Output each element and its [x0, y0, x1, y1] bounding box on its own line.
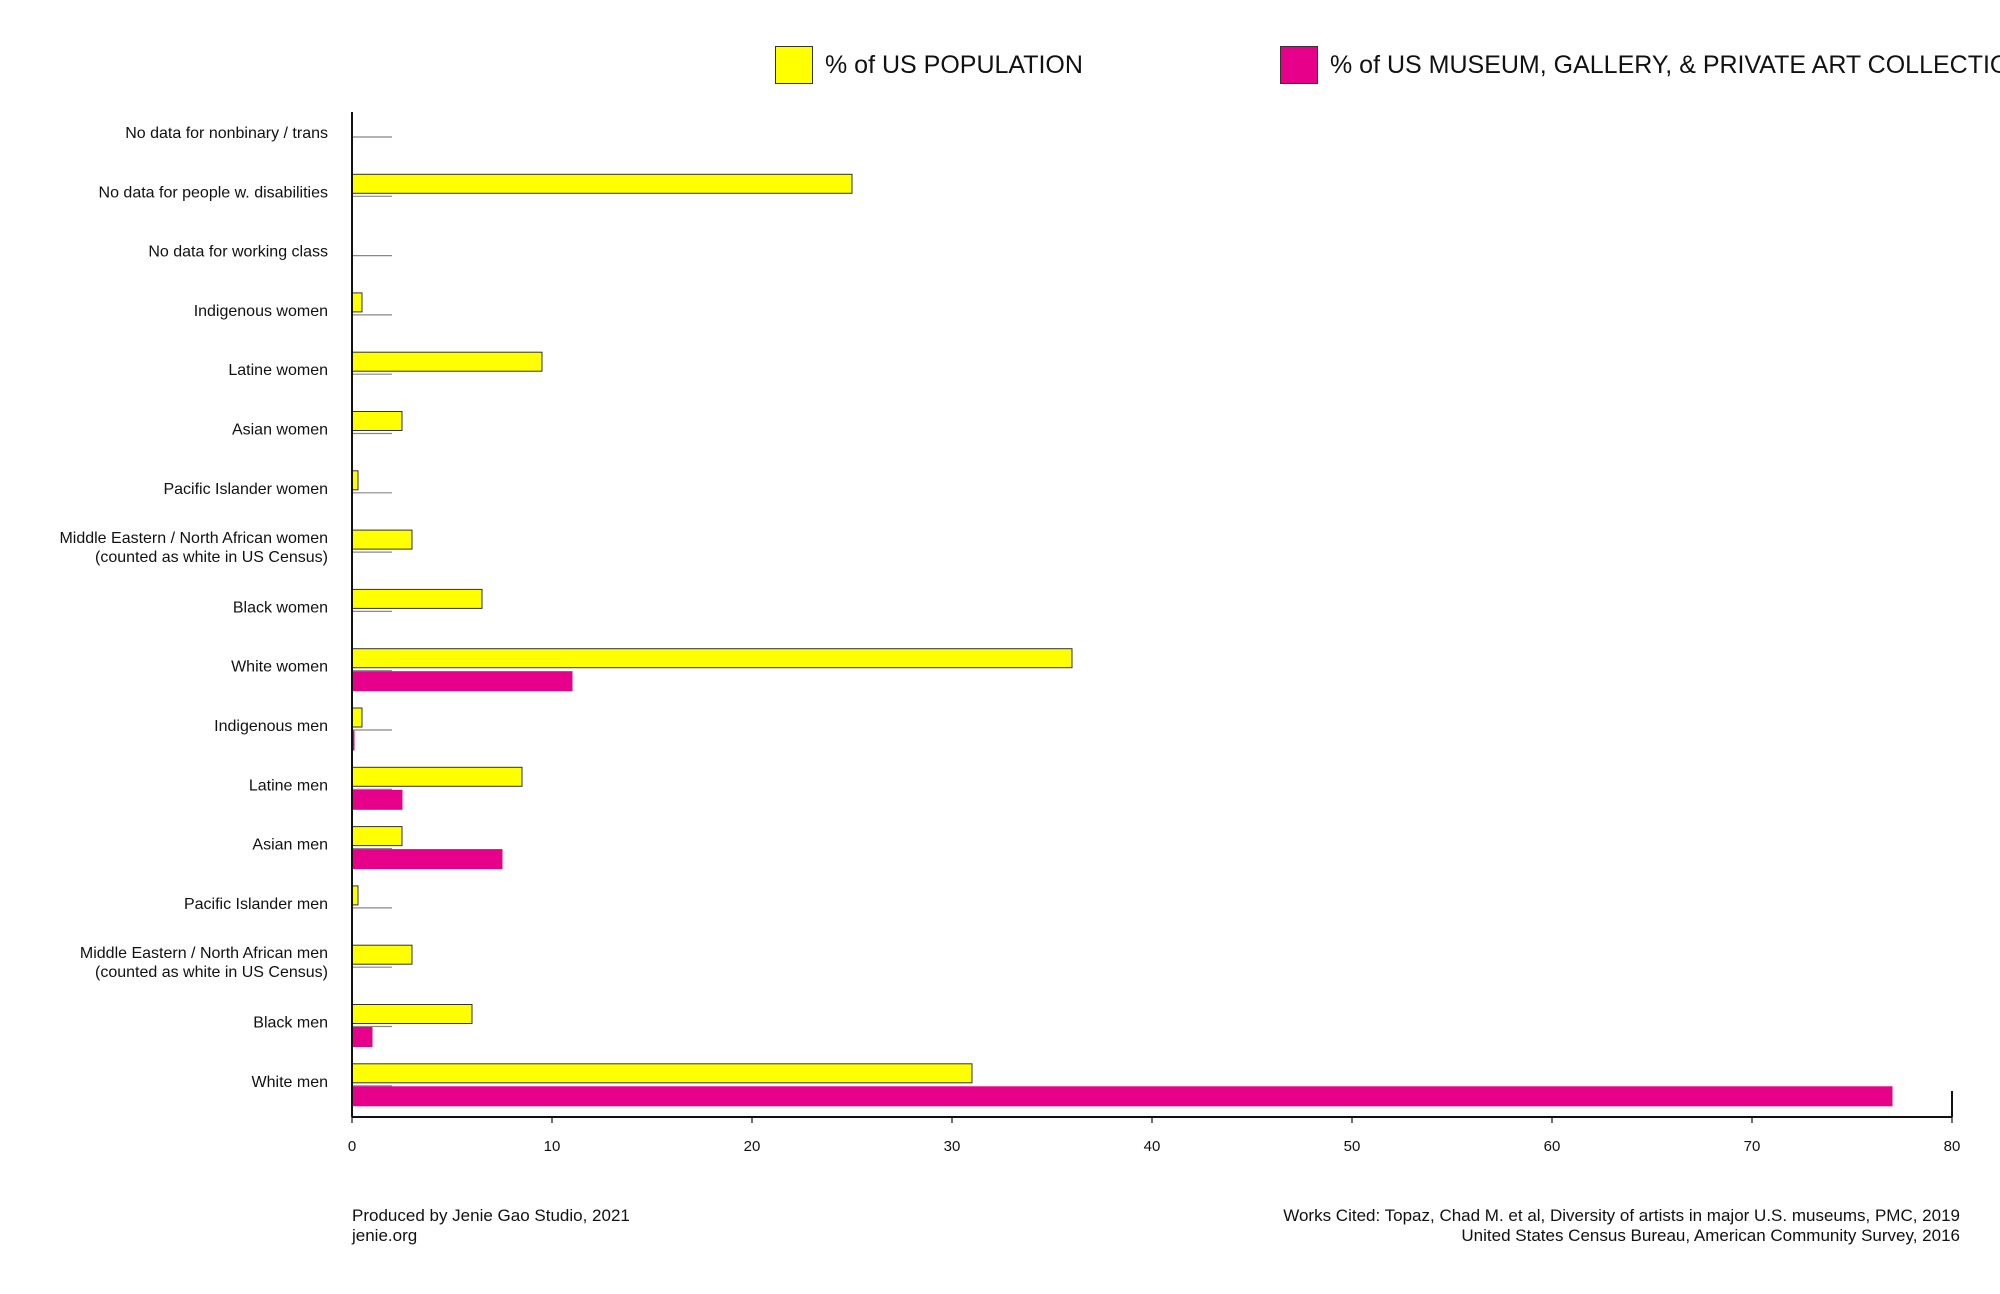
category-label-line: (counted as white in US Census) [95, 964, 328, 981]
bar-population [351, 1004, 473, 1024]
bar-population [351, 944, 413, 965]
legend-collections: % of US MUSEUM, GALLERY, & PRIVATE ART C… [1280, 46, 2000, 84]
category-label: White men [252, 1074, 328, 1091]
bar-collections [351, 671, 573, 692]
category-label: Pacific Islander women [163, 481, 328, 498]
category-label-line: Middle Eastern / North African men [80, 945, 328, 962]
bars [351, 173, 1893, 1107]
works-cited-line1: Works Cited: Topaz, Chad M. et al, Diver… [1283, 1206, 1960, 1225]
category-labels: No data for nonbinary / trans No data for… [59, 125, 328, 1091]
category-label: Asian women [232, 422, 328, 439]
category-label: No data for nonbinary / trans [125, 125, 328, 142]
x-tick-label: 40 [1144, 1138, 1161, 1155]
bar-collections [351, 789, 403, 810]
x-tick-label: 80 [1944, 1138, 1961, 1155]
credit-studio: Produced by Jenie Gao Studio, 2021 [352, 1206, 630, 1225]
bar-collections [351, 849, 503, 870]
x-tick-label: 10 [544, 1138, 561, 1155]
bar-population [351, 826, 403, 847]
x-tick-label: 20 [744, 1138, 761, 1155]
category-label: Pacific Islander men [184, 896, 328, 913]
bar-collections [351, 1027, 373, 1047]
works-cited-line2: United States Census Bureau, American Co… [1461, 1226, 1960, 1245]
axes: 0 10 20 30 40 50 60 70 80 [348, 112, 1961, 1155]
category-label: Middle Eastern / North African men (count… [80, 945, 328, 981]
category-label: Latine women [228, 362, 328, 379]
category-label: Asian men [252, 837, 328, 854]
category-label: Latine men [249, 777, 328, 794]
x-tick-label: 50 [1344, 1138, 1361, 1155]
bar-population [351, 588, 483, 609]
bar-population [351, 173, 853, 194]
legend-swatch-collections [1280, 46, 1318, 84]
bar-population [351, 529, 413, 550]
category-label: No data for working class [148, 244, 328, 261]
x-tick-label: 0 [348, 1138, 356, 1155]
category-label: White women [231, 659, 328, 676]
legend-label-population: % of US POPULATION [825, 50, 1083, 79]
bar-population [351, 292, 363, 313]
category-label-line: Middle Eastern / North African women [59, 530, 328, 547]
legend-swatch-population [775, 46, 813, 84]
x-tick-label: 30 [944, 1138, 961, 1155]
x-tick-label: 60 [1544, 1138, 1561, 1155]
bar-population [351, 351, 543, 372]
bar-population [351, 766, 523, 787]
bar-collections [351, 1086, 1893, 1107]
category-label: Middle Eastern / North African women (cou… [59, 530, 328, 566]
bar-population [351, 1063, 973, 1084]
category-label: No data for people w. disabilities [99, 184, 328, 201]
category-label: Black men [253, 1015, 328, 1032]
category-label: Black women [233, 599, 328, 616]
credits: Produced by Jenie Gao Studio, 2021 jenie… [352, 1206, 630, 1246]
bar-population [351, 707, 363, 728]
category-label-line: (counted as white in US Census) [95, 549, 328, 566]
category-label: Indigenous women [194, 303, 328, 320]
x-tick-label: 70 [1744, 1138, 1761, 1155]
credit-website: jenie.org [352, 1226, 418, 1245]
baseline-stubs [352, 136, 392, 1087]
legend-population: % of US POPULATION [775, 46, 1083, 84]
bar-population [351, 648, 1073, 669]
legend-label-collections: % of US MUSEUM, GALLERY, & PRIVATE ART C… [1330, 50, 2000, 79]
bar-population [351, 411, 403, 431]
bar-chart: No data for nonbinary / trans No data for… [59, 112, 1961, 1155]
category-label: Indigenous men [214, 718, 328, 735]
works-cited: Works Cited: Topaz, Chad M. et al, Diver… [1283, 1206, 1960, 1246]
